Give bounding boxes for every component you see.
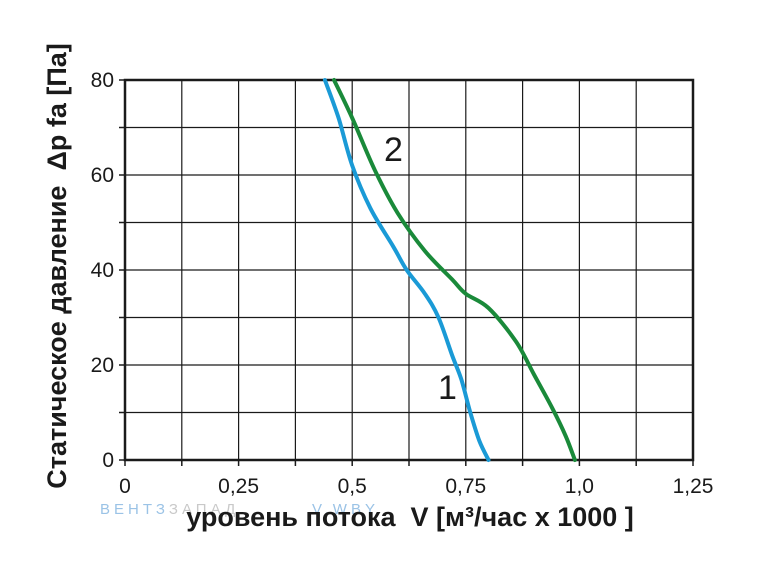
y-axis-title: Статическое давление Δp fa [Па] (42, 43, 72, 489)
x-tick-label: 0 (119, 475, 131, 498)
x-tick-label: 0,75 (445, 475, 486, 498)
y-tick-label: 80 (91, 69, 114, 92)
y-tick-label: 60 (91, 164, 114, 187)
x-axis-title: уровень потока V [м³/час x 1000 ] (186, 502, 634, 532)
series-layer (322, 78, 577, 462)
tick-labels: 0 0,25 0,5 0,75 1,0 1,25 0 20 40 60 80 (91, 69, 714, 498)
series-label-1: 1 (438, 369, 457, 407)
watermark-domain: V.WBY (312, 501, 379, 518)
x-tick-label: 0,5 (338, 475, 367, 498)
x-tick-label: 0,25 (218, 475, 259, 498)
y-tick-label: 20 (91, 354, 114, 377)
watermark-part-1: ВЕНТЗ (100, 501, 169, 518)
series-line-2 (332, 78, 577, 462)
watermark-part-2: ЗАПАД (169, 501, 239, 518)
plot-frame (123, 78, 695, 462)
y-tick-label: 0 (102, 449, 114, 472)
y-tick-label: 40 (91, 259, 114, 282)
series-line-1 (322, 78, 491, 462)
x-tick-label: 1,25 (673, 475, 714, 498)
grid (119, 79, 694, 466)
series-label-2: 2 (384, 131, 403, 169)
x-tick-label: 1,0 (565, 475, 594, 498)
watermark-ventzapad: ВЕНТЗЗАПАД (100, 501, 239, 518)
